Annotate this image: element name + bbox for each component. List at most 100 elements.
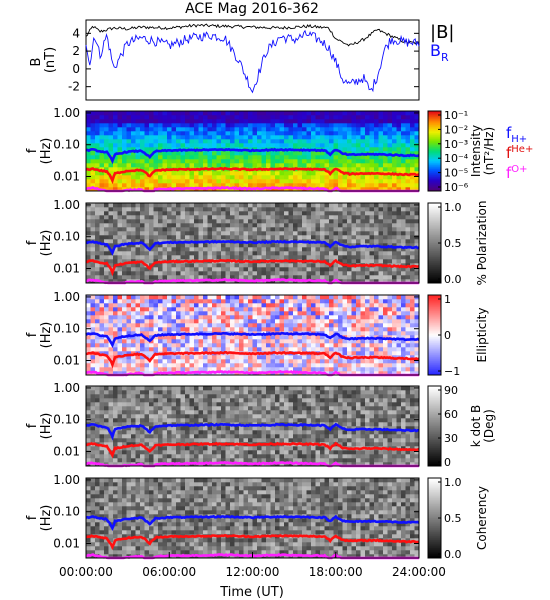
heatmap-cell [297, 175, 303, 180]
heatmap-cell [126, 135, 132, 140]
heatmap-cell [144, 239, 150, 244]
heatmap-cell [324, 271, 330, 276]
f-h-gyrofrequency-line [85, 331, 420, 349]
heatmap-cell [234, 211, 240, 216]
heatmap-cell [347, 315, 352, 320]
heatmap-cell [315, 299, 321, 304]
heatmap-cell [221, 219, 226, 224]
heatmap-cell [324, 359, 330, 364]
heatmap-cell [365, 223, 370, 228]
heatmap-cell [171, 127, 177, 132]
heatmap-cell [365, 311, 370, 316]
f-h-gyrofrequency-line [85, 147, 420, 165]
heatmap-cell [117, 454, 123, 459]
heatmap-cell [225, 207, 231, 212]
heatmap-cell [338, 159, 343, 164]
heatmap-cell [135, 271, 141, 276]
heatmap-cell [117, 327, 123, 332]
heatmap-cell [144, 255, 150, 260]
heatmap-cell [284, 223, 289, 228]
heatmap-cell [396, 351, 402, 356]
heatmap-cell [279, 327, 285, 332]
heatmap-cell [369, 175, 375, 180]
heatmap-cell [117, 442, 123, 447]
heatmap-cell [369, 163, 375, 168]
heatmap-cell [284, 123, 289, 128]
heatmap-cell [158, 255, 163, 260]
heatmap-cell [189, 339, 195, 344]
heatmap-cell [360, 187, 366, 192]
heatmap-cell [225, 127, 231, 132]
heatmap-cell [234, 223, 240, 228]
heatmap-cell [414, 207, 420, 212]
heatmap-cell [374, 331, 379, 336]
heatmap-cell [194, 179, 199, 184]
heatmap-cell [140, 359, 145, 364]
heatmap-cell [387, 315, 393, 320]
heatmap-cell [198, 131, 204, 136]
heatmap-cell [162, 143, 168, 148]
heatmap-cell [135, 450, 141, 455]
heatmap-cell [158, 163, 163, 168]
heatmap-cell [396, 139, 402, 144]
heatmap-cell [297, 343, 303, 348]
heatmap-cell [243, 307, 249, 312]
heatmap-cell [225, 171, 231, 176]
heatmap-cell [189, 235, 195, 240]
heatmap-cell [284, 235, 289, 240]
heatmap-cell [198, 271, 204, 276]
colorbar-swatch [428, 253, 441, 256]
heatmap-cell [248, 331, 253, 336]
heatmap-cell [378, 187, 384, 192]
heatmap-cell [162, 223, 168, 228]
heatmap-cell [257, 135, 262, 140]
heatmap-cell [216, 295, 222, 300]
heatmap-cell [126, 307, 132, 312]
heatmap-cell [108, 223, 114, 228]
heatmap-cell [257, 327, 262, 332]
heatmap-cell [207, 215, 213, 220]
heatmap-cell [203, 235, 208, 240]
heatmap-cell [95, 127, 100, 132]
heatmap-cell [320, 343, 325, 348]
heatmap-cell [144, 434, 150, 439]
heatmap-cell [189, 255, 195, 260]
heatmap-cell [387, 159, 393, 164]
heatmap-cell [351, 175, 357, 180]
heatmap-cell [158, 223, 163, 228]
heatmap-cell [126, 183, 132, 188]
heatmap-cell [392, 363, 397, 368]
heatmap-cell [216, 211, 222, 216]
heatmap-cell [288, 307, 294, 312]
heatmap-cell [288, 171, 294, 176]
heatmap-cell [369, 255, 375, 260]
heatmap-cell [324, 179, 330, 184]
heatmap-cell [221, 139, 226, 144]
heatmap-cell [387, 327, 393, 332]
heatmap-cell [333, 319, 339, 324]
heatmap-cell [207, 275, 213, 280]
heatmap-cell [383, 239, 388, 244]
heatmap-cell [284, 363, 289, 368]
heatmap-cell [302, 227, 307, 232]
heatmap-cell [369, 331, 375, 336]
heatmap-cell [266, 231, 271, 236]
heatmap-cell [176, 151, 181, 156]
heatmap-cell [225, 339, 231, 344]
heatmap-cell [189, 275, 195, 280]
heatmap-cell [243, 311, 249, 316]
heatmap-cell [288, 279, 294, 284]
heatmap-cell [99, 315, 105, 320]
heatmap-cell [144, 327, 150, 332]
heatmap-cell [396, 359, 402, 364]
colorbar-swatch [428, 207, 441, 210]
heatmap-cell [248, 295, 253, 300]
heatmap-cell [122, 251, 127, 256]
heatmap-cell [99, 335, 105, 340]
heatmap-cell [333, 127, 339, 132]
heatmap-cell [86, 275, 91, 280]
heatmap-cell [221, 267, 226, 272]
heatmap-cell [153, 343, 159, 348]
heatmap-cell [288, 187, 294, 192]
heatmap-cell [329, 303, 334, 308]
